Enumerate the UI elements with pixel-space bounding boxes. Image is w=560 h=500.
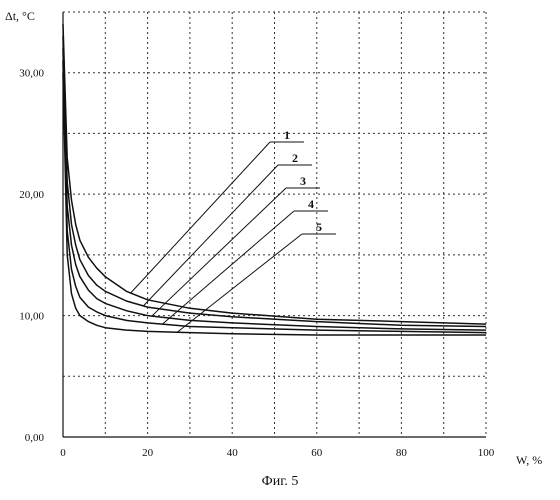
series-label-2: 2	[292, 151, 298, 165]
y-tick-label: 30,00	[19, 68, 44, 80]
line-chart: 0 20 40 60 80 100 0,00 10,00 20,00 30,00 12345 Δt…	[0, 0, 560, 470]
series-line-1	[63, 24, 486, 324]
x-tick-label: 40	[227, 447, 239, 459]
x-axis-label: W, %	[516, 453, 542, 467]
grid	[63, 12, 486, 437]
callout-leader-3	[152, 188, 286, 316]
x-tick-label: 20	[142, 447, 154, 459]
series-label-3: 3	[300, 174, 306, 188]
x-tick-label: 0	[60, 447, 66, 459]
y-tick-label: 20,00	[19, 189, 44, 201]
series-callouts: 12345	[131, 128, 336, 332]
y-axis-label: Δt, °C	[5, 9, 35, 23]
y-tick-label: 0,00	[25, 432, 45, 444]
series-label-1: 1	[284, 128, 290, 142]
y-tick-label: 10,00	[19, 311, 44, 323]
figure-caption: Фиг. 5	[0, 474, 560, 490]
series-label-4: 4	[308, 197, 314, 211]
series-label-5: 5	[316, 220, 322, 234]
callout-leader-2	[143, 165, 278, 306]
x-tick-label: 100	[478, 447, 495, 459]
x-tick-label: 60	[311, 447, 323, 459]
x-tick-label: 80	[396, 447, 408, 459]
tick-labels: 0 20 40 60 80 100 0,00 10,00 20,00 30,00	[19, 68, 495, 459]
